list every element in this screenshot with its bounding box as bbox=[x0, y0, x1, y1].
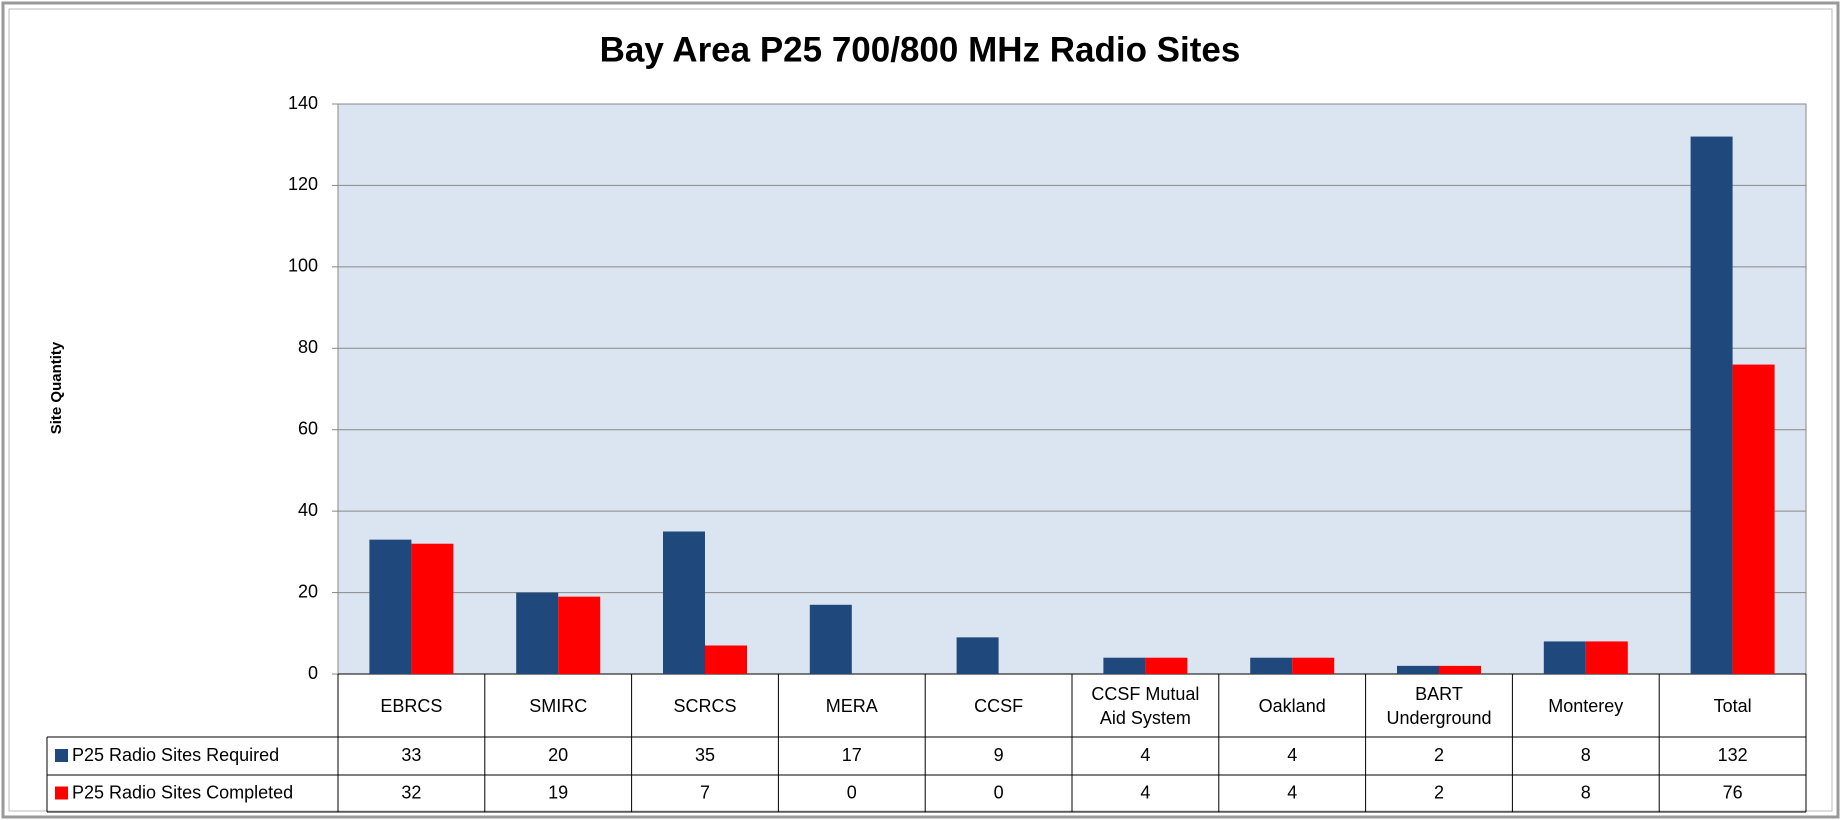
bar bbox=[663, 531, 705, 674]
bar bbox=[809, 604, 852, 674]
y-tick-label: 60 bbox=[298, 418, 318, 438]
table-value: 33 bbox=[401, 745, 421, 765]
table-value: 8 bbox=[1581, 745, 1591, 765]
bar bbox=[1439, 665, 1481, 674]
table-value: 2 bbox=[1434, 782, 1444, 802]
table-value: 4 bbox=[1287, 745, 1297, 765]
table-value: 132 bbox=[1718, 745, 1748, 765]
plot-area bbox=[337, 103, 1807, 675]
legend-label: P25 Radio Sites Required bbox=[72, 745, 279, 765]
bar bbox=[1732, 364, 1775, 674]
bar bbox=[1543, 641, 1586, 674]
bar bbox=[1250, 657, 1293, 674]
bar bbox=[1145, 657, 1188, 674]
table-value: 7 bbox=[700, 782, 710, 802]
y-tick-label: 120 bbox=[288, 174, 318, 194]
table-value: 0 bbox=[994, 782, 1004, 802]
bar bbox=[956, 637, 999, 674]
category-label: SCRCS bbox=[673, 695, 737, 716]
category-label: CCSF bbox=[974, 695, 1024, 716]
bar bbox=[1690, 136, 1733, 675]
table-value: 35 bbox=[695, 745, 715, 765]
bar bbox=[1103, 657, 1146, 674]
bar bbox=[516, 592, 559, 674]
bar bbox=[1292, 657, 1335, 674]
category-label: EBRCS bbox=[380, 695, 443, 716]
bar bbox=[411, 543, 454, 674]
y-axis-label: Site Quantity bbox=[48, 341, 65, 434]
category-label: Monterey bbox=[1548, 695, 1624, 716]
table-value: 9 bbox=[994, 745, 1004, 765]
table-value: 4 bbox=[1140, 745, 1150, 765]
legend-label: P25 Radio Sites Completed bbox=[72, 782, 293, 802]
table-value: 4 bbox=[1287, 782, 1297, 802]
category-label: BART Underground bbox=[1386, 683, 1492, 728]
table-value: 20 bbox=[548, 745, 568, 765]
table-value: 2 bbox=[1434, 745, 1444, 765]
y-tick-label: 80 bbox=[298, 337, 318, 357]
y-tick-label: 0 bbox=[308, 663, 318, 683]
chart-title: Bay Area P25 700/800 MHz Radio Sites bbox=[600, 30, 1241, 69]
table-value: 0 bbox=[847, 782, 857, 802]
bar bbox=[558, 596, 601, 674]
bar bbox=[1585, 641, 1628, 674]
bar bbox=[1397, 665, 1439, 674]
table-value: 4 bbox=[1140, 782, 1150, 802]
inner-frame bbox=[8, 8, 1833, 812]
table-value: 17 bbox=[842, 745, 862, 765]
category-label: SMIRC bbox=[529, 695, 588, 716]
y-tick-label: 40 bbox=[298, 500, 318, 520]
category-label: MERA bbox=[825, 695, 878, 716]
table-value: 8 bbox=[1581, 782, 1591, 802]
y-tick-label: 140 bbox=[288, 93, 318, 113]
bar bbox=[369, 539, 412, 674]
table-value: 19 bbox=[548, 782, 568, 802]
category-label: Total bbox=[1713, 695, 1752, 716]
legend-swatch bbox=[55, 749, 68, 762]
table-value: 32 bbox=[401, 782, 421, 802]
y-tick-label: 100 bbox=[288, 256, 318, 276]
category-label: Oakland bbox=[1258, 695, 1326, 716]
bar bbox=[705, 645, 747, 674]
y-tick-label: 20 bbox=[298, 581, 318, 601]
table-value: 76 bbox=[1723, 782, 1743, 802]
category-label: CCSF Mutual Aid System bbox=[1091, 683, 1200, 728]
legend-swatch bbox=[55, 786, 68, 800]
